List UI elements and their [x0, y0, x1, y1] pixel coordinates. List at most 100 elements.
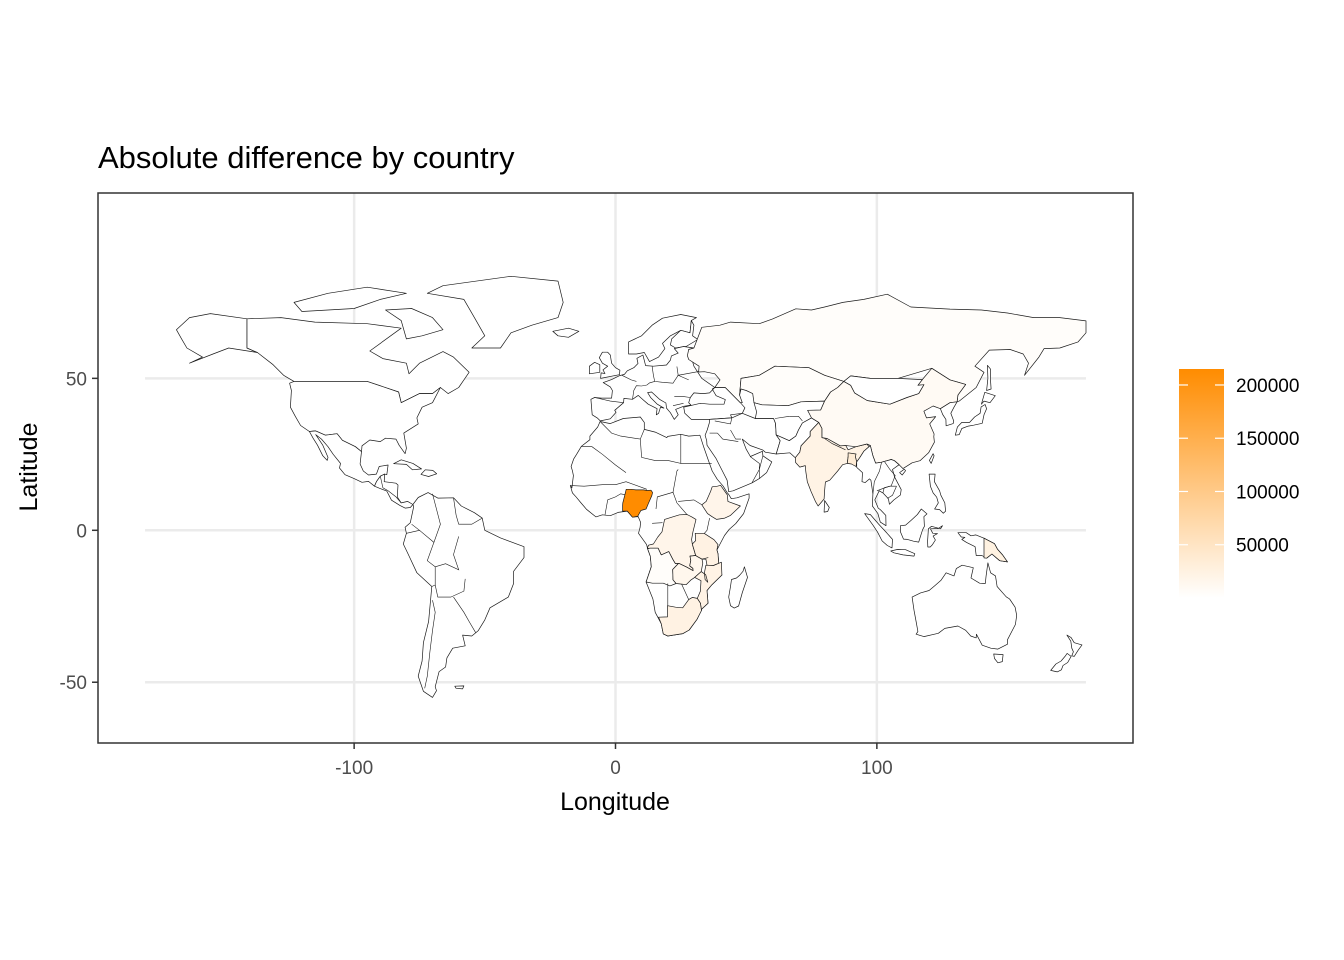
country-border	[672, 469, 679, 493]
region-canada	[246, 317, 470, 404]
region-hainan	[899, 468, 906, 476]
region-cuba	[393, 459, 422, 471]
region-arctic-islands	[293, 286, 407, 312]
country-border	[674, 396, 691, 398]
region-ethiopia	[701, 484, 741, 520]
land-layer	[176, 275, 1087, 698]
country-border	[453, 497, 483, 525]
country-border	[872, 462, 882, 494]
x-tick-label: -100	[335, 758, 373, 779]
country-border	[652, 522, 663, 524]
region-sri-lanka	[823, 500, 830, 513]
region-ireland	[589, 361, 601, 375]
country-border	[380, 476, 402, 504]
x-tick-label: 0	[610, 758, 621, 779]
country-border	[581, 446, 627, 473]
region-greenland	[426, 275, 564, 349]
country-border	[704, 518, 710, 534]
country-border	[789, 416, 803, 422]
country-border	[594, 397, 624, 403]
region-borneo	[900, 508, 928, 543]
region-korea	[940, 401, 958, 427]
chart-title: Absolute difference by country	[98, 140, 515, 175]
country-border	[640, 434, 682, 464]
country-border	[749, 456, 760, 479]
region-hokkaido	[981, 391, 996, 405]
country-border	[882, 461, 896, 493]
country-border	[419, 530, 436, 585]
region-madagascar	[728, 566, 748, 609]
country-border	[730, 429, 741, 440]
country-border	[887, 486, 897, 499]
region-sakhalin	[986, 364, 992, 391]
legend-label: 100000	[1236, 482, 1299, 503]
country-border	[677, 371, 700, 381]
legend-colorbar	[1179, 369, 1224, 598]
country-border	[824, 438, 846, 451]
y-tick-label: 50	[66, 369, 87, 390]
country-border	[431, 584, 436, 587]
country-border	[453, 596, 476, 633]
region-australia	[911, 562, 1018, 650]
country-border	[701, 557, 709, 560]
country-border	[434, 578, 466, 598]
region-iceland	[552, 327, 580, 338]
region-angola	[645, 547, 679, 587]
region-papua-new-guinea	[983, 537, 1008, 563]
y-axis: 50 0 -50	[60, 369, 98, 694]
x-axis: -100 0 100	[335, 743, 893, 779]
region-alaska	[176, 313, 258, 364]
country-border	[751, 455, 764, 484]
country-border	[678, 499, 702, 506]
y-tick-label: 0	[76, 521, 87, 542]
region-sumatra	[864, 513, 893, 549]
region-new-zealand-n	[1066, 634, 1083, 657]
country-border	[604, 493, 625, 515]
region-new-zealand-s	[1050, 653, 1072, 673]
country-border	[424, 600, 436, 689]
country-border	[714, 417, 733, 425]
country-border	[774, 416, 790, 419]
x-axis-title: Longitude	[560, 788, 670, 816]
region-russia	[687, 293, 1087, 404]
country-border	[717, 432, 739, 442]
country-border	[651, 366, 679, 384]
region-falklands	[454, 685, 465, 690]
region-philippines	[928, 473, 946, 514]
country-border	[599, 421, 645, 440]
region-baffin-island	[385, 308, 444, 340]
region-bangladesh	[846, 452, 858, 467]
region-japan	[954, 404, 987, 436]
legend-ticks: 200000 150000 100000 50000	[1179, 376, 1299, 557]
legend-label: 200000	[1236, 376, 1299, 397]
region-hispaniola	[420, 469, 438, 477]
country-border	[432, 493, 441, 543]
region-zambia	[672, 555, 704, 586]
country-border	[621, 375, 637, 382]
country-border	[681, 583, 689, 600]
x-tick-label: 100	[861, 758, 893, 779]
region-southeast-asia	[856, 445, 902, 527]
color-legend: 200000 150000 100000 50000	[1179, 369, 1299, 598]
region-sulawesi	[927, 525, 943, 548]
region-central-america	[374, 473, 414, 509]
y-axis-title: Latitude	[15, 423, 43, 512]
country-border	[406, 523, 421, 534]
country-border	[435, 536, 460, 571]
region-great-britain	[598, 351, 621, 379]
region-tasmania	[993, 653, 1004, 664]
region-taiwan	[929, 453, 935, 464]
country-border	[672, 403, 684, 406]
legend-label: 50000	[1236, 536, 1289, 557]
map-panel	[97, 192, 1134, 744]
region-usa	[289, 381, 441, 455]
country-border	[632, 381, 655, 400]
region-mongolia	[843, 375, 925, 405]
region-south-africa	[658, 597, 702, 637]
region-mozambique	[694, 561, 723, 611]
legend-label: 150000	[1236, 429, 1299, 450]
y-tick-label: -50	[60, 673, 87, 694]
region-europe	[590, 346, 746, 422]
region-java	[890, 549, 916, 557]
